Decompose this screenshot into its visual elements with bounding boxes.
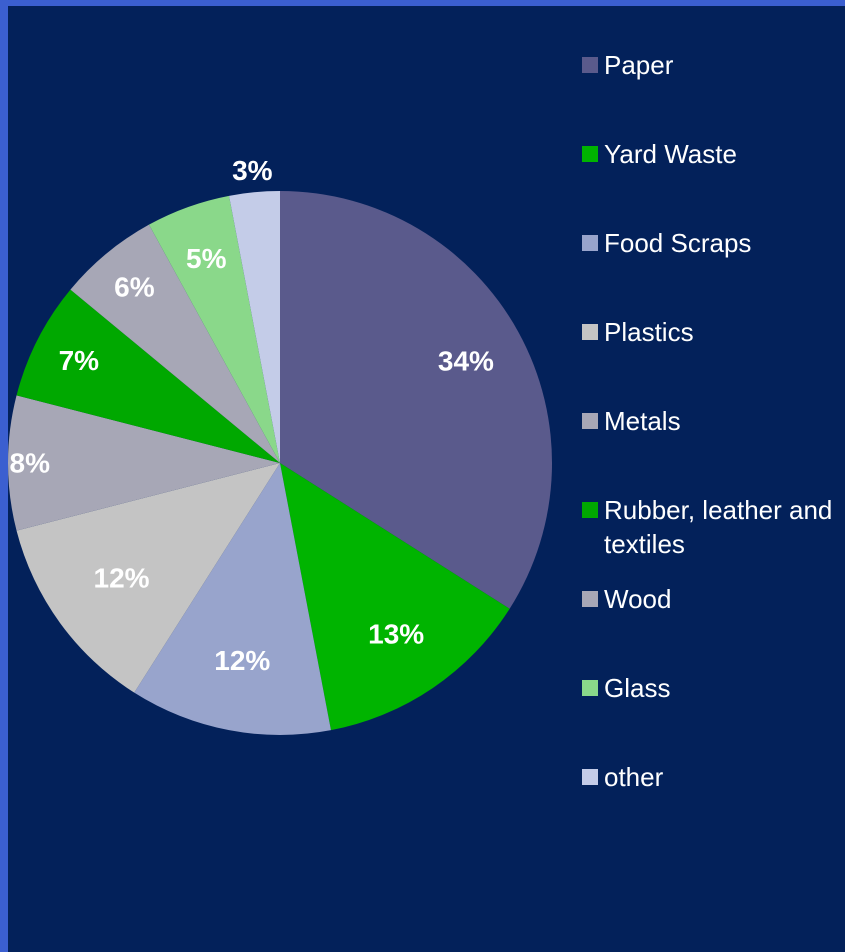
legend-swatch bbox=[582, 146, 598, 162]
pie-slice-rubber-leather-and-textiles bbox=[16, 289, 280, 463]
pie-slice-wood bbox=[70, 224, 280, 463]
pie-slice-metals bbox=[7, 395, 281, 531]
data-label: 12% bbox=[214, 645, 270, 676]
data-label: 8% bbox=[10, 448, 51, 479]
legend-swatch bbox=[582, 680, 598, 696]
legend-label: Food Scraps bbox=[604, 228, 752, 258]
legend-label: Paper bbox=[604, 50, 674, 80]
legend-swatch bbox=[582, 413, 598, 429]
data-label: 12% bbox=[94, 563, 150, 594]
legend-label: Metals bbox=[604, 406, 681, 436]
legend-item-plastics: Plastics bbox=[582, 315, 844, 349]
legend-label: Plastics bbox=[604, 317, 694, 347]
legend-label: Yard Waste bbox=[604, 139, 737, 169]
legend-item-wood: Wood bbox=[582, 582, 844, 616]
legend-label: Glass bbox=[604, 673, 671, 703]
data-label: 3% bbox=[232, 155, 273, 186]
pie-slice-glass bbox=[148, 195, 280, 463]
legend-label: other bbox=[604, 762, 664, 792]
data-label: 34% bbox=[438, 345, 494, 376]
data-label: 6% bbox=[114, 271, 155, 302]
legend-swatch bbox=[582, 769, 598, 785]
legend-swatch bbox=[582, 502, 598, 518]
legend-swatch bbox=[582, 235, 598, 251]
data-label: 7% bbox=[59, 345, 100, 376]
pie-slice-other bbox=[229, 191, 280, 463]
data-label: 13% bbox=[368, 618, 424, 649]
legend-item-paper: Paper bbox=[582, 48, 844, 82]
legend-swatch bbox=[582, 324, 598, 340]
pie-slice-plastics bbox=[16, 463, 280, 693]
legend-label: Rubber, leather and textiles bbox=[604, 495, 833, 559]
legend-item-rubber-leather-textiles: Rubber, leather and textiles bbox=[582, 493, 844, 561]
pie-slice-food-scraps bbox=[134, 463, 331, 735]
legend-swatch bbox=[582, 591, 598, 607]
legend-item-metals: Metals bbox=[582, 404, 844, 438]
legend-item-food-scraps: Food Scraps bbox=[582, 226, 844, 260]
legend-item-glass: Glass bbox=[582, 671, 844, 705]
legend-label: Wood bbox=[604, 584, 672, 614]
data-label: 5% bbox=[186, 243, 227, 274]
pie-slice-paper bbox=[280, 191, 552, 609]
pie-slice-yard-waste bbox=[280, 463, 510, 731]
legend-item-other: other bbox=[582, 760, 844, 794]
legend-swatch bbox=[582, 57, 598, 73]
legend-item-yard-waste: Yard Waste bbox=[582, 137, 844, 171]
